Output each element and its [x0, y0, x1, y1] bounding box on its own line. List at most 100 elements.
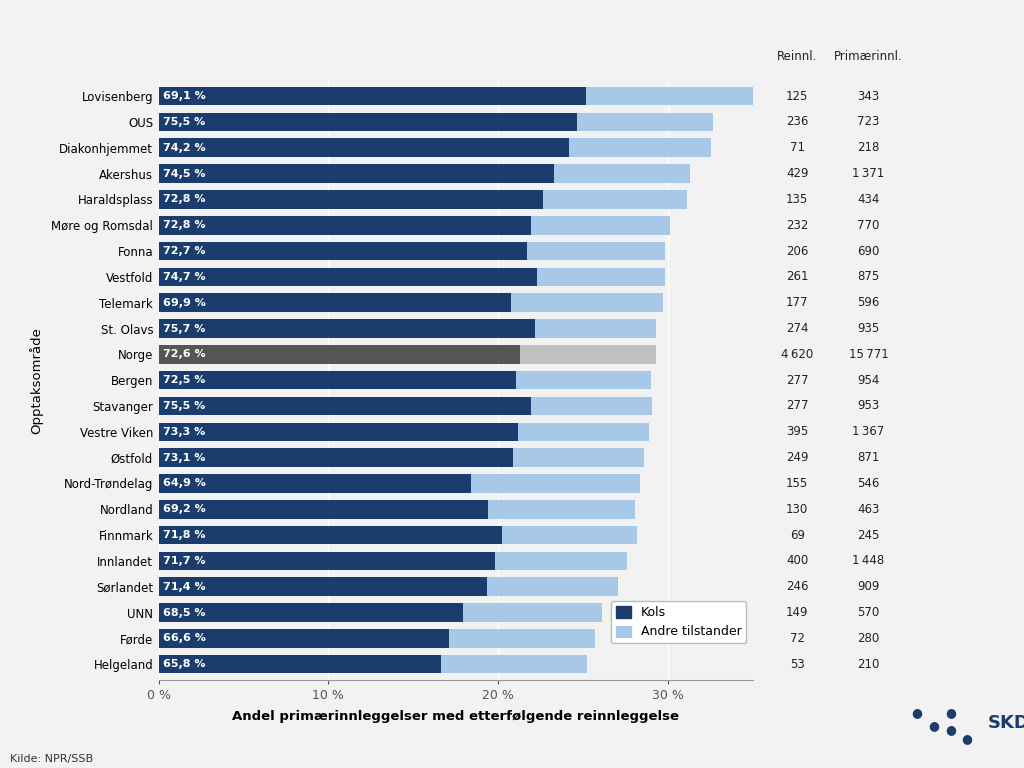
Text: 875: 875: [857, 270, 880, 283]
Bar: [159, 629, 450, 647]
Text: 1 448: 1 448: [852, 554, 885, 568]
Bar: [519, 345, 655, 363]
Text: Reinnl.: Reinnl.: [777, 50, 817, 63]
Legend: Kols, Andre tilstander: Kols, Andre tilstander: [610, 601, 746, 644]
Text: 177: 177: [786, 296, 808, 310]
Text: 400: 400: [786, 554, 808, 568]
Bar: [159, 242, 527, 260]
Text: 75,7 %: 75,7 %: [163, 323, 206, 333]
Bar: [527, 242, 666, 260]
Text: 72,6 %: 72,6 %: [163, 349, 206, 359]
Text: 570: 570: [857, 606, 880, 619]
Text: 953: 953: [857, 399, 880, 412]
Text: 546: 546: [857, 477, 880, 490]
Text: Primærinnl.: Primærinnl.: [835, 50, 903, 63]
Bar: [518, 422, 649, 441]
Text: 72,8 %: 72,8 %: [163, 220, 206, 230]
Text: 125: 125: [786, 90, 808, 103]
Text: 69,1 %: 69,1 %: [163, 91, 206, 101]
Text: 73,1 %: 73,1 %: [163, 452, 206, 462]
Bar: [159, 603, 463, 622]
Text: 232: 232: [786, 219, 808, 232]
Text: 280: 280: [857, 632, 880, 645]
Text: 155: 155: [786, 477, 808, 490]
Bar: [568, 138, 712, 157]
Text: 72,7 %: 72,7 %: [163, 246, 206, 256]
Bar: [543, 190, 686, 209]
Bar: [495, 551, 628, 570]
Text: 690: 690: [857, 244, 880, 257]
Text: 277: 277: [786, 374, 808, 386]
Text: 71: 71: [790, 141, 805, 154]
Bar: [159, 500, 488, 518]
Text: 236: 236: [786, 115, 808, 128]
Bar: [159, 319, 536, 338]
Text: 75,5 %: 75,5 %: [163, 401, 205, 411]
Bar: [159, 551, 495, 570]
Text: ●: ●: [945, 723, 955, 736]
Bar: [159, 449, 513, 467]
Text: 66,6 %: 66,6 %: [163, 634, 206, 644]
Text: 1 371: 1 371: [852, 167, 885, 180]
Text: 4 620: 4 620: [781, 348, 813, 361]
Text: 434: 434: [857, 193, 880, 206]
Bar: [159, 164, 554, 183]
Text: 1 367: 1 367: [852, 425, 885, 439]
Text: 72,5 %: 72,5 %: [163, 375, 206, 386]
Text: 277: 277: [786, 399, 808, 412]
Text: 395: 395: [786, 425, 808, 439]
Text: 463: 463: [857, 503, 880, 516]
Text: 71,8 %: 71,8 %: [163, 530, 206, 540]
Text: 64,9 %: 64,9 %: [163, 478, 206, 488]
Bar: [531, 397, 652, 415]
Text: 69: 69: [790, 528, 805, 541]
Bar: [159, 422, 518, 441]
Text: 68,5 %: 68,5 %: [163, 607, 206, 617]
Bar: [159, 655, 440, 674]
Bar: [463, 603, 602, 622]
Text: 218: 218: [857, 141, 880, 154]
Text: 72: 72: [790, 632, 805, 645]
Text: 130: 130: [786, 503, 808, 516]
X-axis label: Andel primærinnleggelser med etterfølgende reinnleggelse: Andel primærinnleggelser med etterfølgen…: [232, 710, 679, 723]
Text: 149: 149: [786, 606, 808, 619]
Bar: [513, 449, 644, 467]
Text: 65,8 %: 65,8 %: [163, 659, 206, 669]
Text: 71,4 %: 71,4 %: [163, 581, 206, 591]
Bar: [530, 216, 670, 234]
Text: 53: 53: [790, 657, 805, 670]
Text: 274: 274: [786, 322, 808, 335]
Text: 69,2 %: 69,2 %: [163, 505, 206, 515]
Bar: [486, 578, 617, 596]
Text: ●: ●: [911, 707, 922, 719]
Bar: [159, 397, 531, 415]
Text: 245: 245: [857, 528, 880, 541]
Bar: [159, 87, 586, 105]
Text: 74,7 %: 74,7 %: [163, 272, 206, 282]
Text: 75,5 %: 75,5 %: [163, 117, 205, 127]
Text: 246: 246: [786, 581, 808, 593]
Bar: [159, 345, 519, 363]
Text: 909: 909: [857, 581, 880, 593]
Bar: [577, 113, 713, 131]
Text: Kilde: NPR/SSB: Kilde: NPR/SSB: [10, 754, 93, 764]
Text: 954: 954: [857, 374, 880, 386]
Bar: [440, 655, 587, 674]
Text: 15 771: 15 771: [849, 348, 889, 361]
Bar: [159, 293, 511, 312]
Text: 210: 210: [857, 657, 880, 670]
Bar: [159, 371, 516, 389]
Bar: [159, 113, 577, 131]
Text: 770: 770: [857, 219, 880, 232]
Text: 206: 206: [786, 244, 808, 257]
Text: ●: ●: [962, 733, 972, 745]
Bar: [159, 138, 568, 157]
Bar: [511, 293, 663, 312]
Bar: [159, 526, 502, 545]
Bar: [159, 578, 486, 596]
Text: 135: 135: [786, 193, 808, 206]
Text: 73,3 %: 73,3 %: [163, 427, 205, 437]
Bar: [159, 267, 537, 286]
Bar: [536, 319, 656, 338]
Text: 69,9 %: 69,9 %: [163, 298, 206, 308]
